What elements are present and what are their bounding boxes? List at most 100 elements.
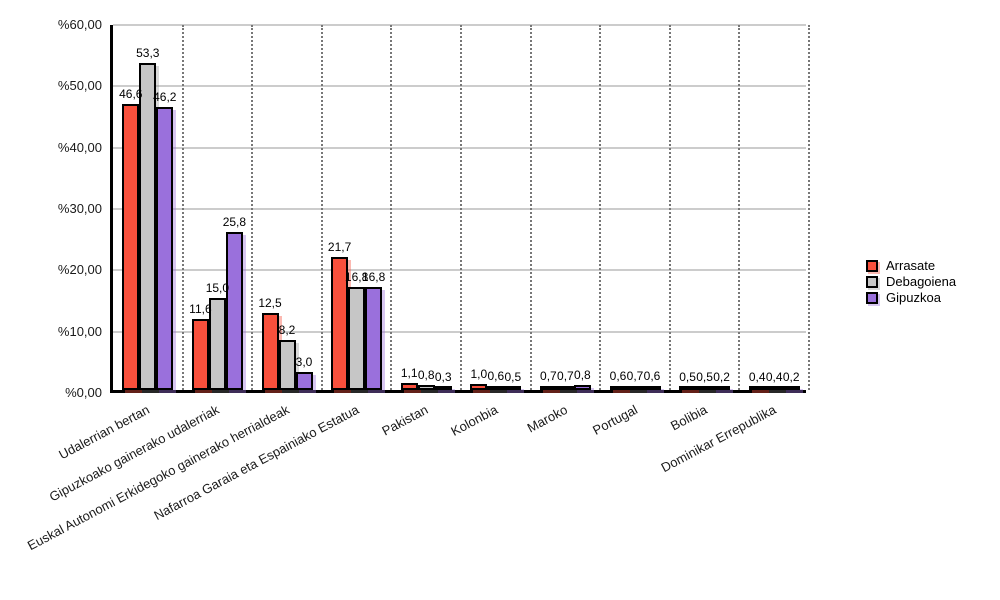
bar-value-label: 0,5	[696, 369, 713, 384]
legend-label: Debagoiena	[886, 274, 957, 289]
bar-gipuzkoa	[434, 386, 452, 390]
gridline-vertical-dotted	[320, 25, 323, 390]
gridline-horizontal	[113, 208, 806, 210]
bar-gipuzkoa	[782, 386, 800, 390]
gridline-horizontal	[113, 269, 806, 272]
bar-debagoiena	[487, 386, 505, 390]
bar-value-label: 46,6	[119, 87, 143, 102]
bar-value-label: 0,8	[574, 368, 591, 383]
bar-value-label: 0,2	[713, 370, 730, 384]
category-label: Pakistan	[379, 401, 431, 439]
bar-value-label: 12,5	[258, 296, 282, 311]
bar-arrasate	[400, 383, 418, 390]
bar-arrasate	[331, 256, 349, 390]
gridline-vertical-dotted	[251, 25, 254, 390]
bar-gipuzkoa	[156, 106, 174, 390]
bar-value-label: 0,3	[434, 370, 452, 384]
y-tick-label: %50,00	[57, 78, 102, 94]
gridline-horizontal	[113, 85, 806, 88]
gridline-vertical-dotted	[529, 25, 532, 390]
bar-arrasate	[748, 386, 766, 390]
bar-value-label: 0,6	[643, 369, 661, 384]
bar-arrasate	[191, 318, 209, 390]
legend-item: Arrasate	[866, 258, 956, 273]
gridline-horizontal	[113, 146, 806, 149]
y-tick-label: %20,00	[57, 262, 102, 278]
category-label: Kolonbia	[448, 401, 501, 439]
bar-value-label: 0,4	[765, 370, 783, 384]
legend-swatch	[866, 292, 878, 304]
bar-arrasate	[679, 386, 697, 390]
bar-value-label: 46,2	[153, 89, 177, 104]
bar-debagoiena	[696, 386, 714, 390]
bar-arrasate	[261, 313, 279, 390]
bar-value-label: 15,0	[205, 281, 230, 295]
bar-value-label: 16,8	[344, 269, 369, 284]
bar-debagoiena	[556, 385, 574, 390]
bar-gipuzkoa	[365, 286, 383, 390]
legend-label: Arrasate	[886, 258, 936, 273]
bar-value-label: 0,8	[417, 368, 435, 383]
gridline-horizontal	[113, 330, 806, 333]
bar-gipuzkoa	[225, 231, 243, 390]
bar-value-label: 1,0	[470, 366, 488, 381]
bar-arrasate	[470, 383, 488, 390]
gridline-vertical-dotted	[738, 25, 741, 390]
bar-debagoiena	[139, 63, 157, 390]
gridline-vertical-dotted	[599, 25, 602, 390]
legend-item: Gipuzkoa	[866, 290, 956, 305]
bar-value-label: 0,5	[504, 369, 522, 384]
bar-value-label: 0,7	[540, 368, 557, 383]
bar-gipuzkoa	[713, 386, 731, 390]
bar-arrasate	[122, 104, 140, 390]
bar-debagoiena	[626, 385, 644, 390]
bar-value-label: 8,2	[278, 322, 296, 337]
bar-gipuzkoa	[295, 371, 313, 390]
legend-label: Gipuzkoa	[886, 290, 941, 305]
bar-debagoiena	[417, 385, 435, 390]
bar-value-label: 0,5	[679, 369, 696, 384]
bar-value-label: 0,4	[748, 370, 766, 384]
gridline-vertical-dotted	[390, 25, 393, 390]
category-label: Dominikar Errepublika	[658, 401, 779, 476]
gridline-vertical-dotted	[808, 25, 810, 390]
bar-value-label: 0,7	[557, 368, 574, 383]
category-label: Portugal	[589, 401, 640, 438]
gridline-horizontal	[113, 24, 806, 26]
bar-gipuzkoa	[643, 386, 661, 390]
category-label: Maroko	[524, 401, 570, 436]
bar-arrasate	[609, 386, 627, 390]
bar-value-label: 0,6	[609, 369, 627, 384]
bar-debagoiena	[208, 298, 226, 390]
y-tick-label: %40,00	[57, 139, 102, 155]
legend-swatch	[866, 260, 878, 272]
category-label: Bolibia	[667, 401, 710, 434]
bar-value-label: 25,8	[222, 214, 247, 229]
bar-value-label: 0,7	[626, 368, 644, 383]
bar-value-label: 11,6	[189, 301, 212, 316]
bar-arrasate	[539, 385, 557, 390]
bar-gipuzkoa	[504, 386, 522, 390]
y-tick-label: %60,00	[57, 17, 102, 32]
bar-value-label: 3,0	[295, 354, 313, 369]
bar-debagoiena	[278, 339, 296, 390]
bar-debagoiena	[765, 386, 783, 390]
gridline-vertical-dotted	[460, 25, 462, 390]
legend: Arrasate Debagoiena Gipuzkoa	[866, 258, 957, 308]
bar-value-label: 53,3	[136, 46, 160, 61]
gridline-vertical-dotted	[181, 25, 184, 390]
bar-value-label: 0,6	[487, 369, 505, 384]
bar-gipuzkoa	[573, 385, 591, 390]
bar-value-label: 16,8	[361, 269, 386, 284]
y-tick-label: %30,00	[57, 201, 102, 216]
gridline-vertical-dotted	[668, 25, 671, 390]
bar-value-label: 1,1	[400, 366, 418, 381]
bar-debagoiena	[348, 286, 366, 390]
bar-value-label: 0,2	[782, 370, 800, 384]
legend-item: Debagoiena	[866, 274, 957, 289]
y-tick-label: %0,00	[65, 385, 102, 400]
category-label: Euskal Autonomi Erkidegoko gainerako her…	[24, 401, 292, 554]
legend-swatch	[866, 276, 878, 288]
plot-area: 46,6 53,3 46,2 11,6 15,0 25,8 12,5 8,2 3,0 21,7 16…	[110, 24, 810, 393]
